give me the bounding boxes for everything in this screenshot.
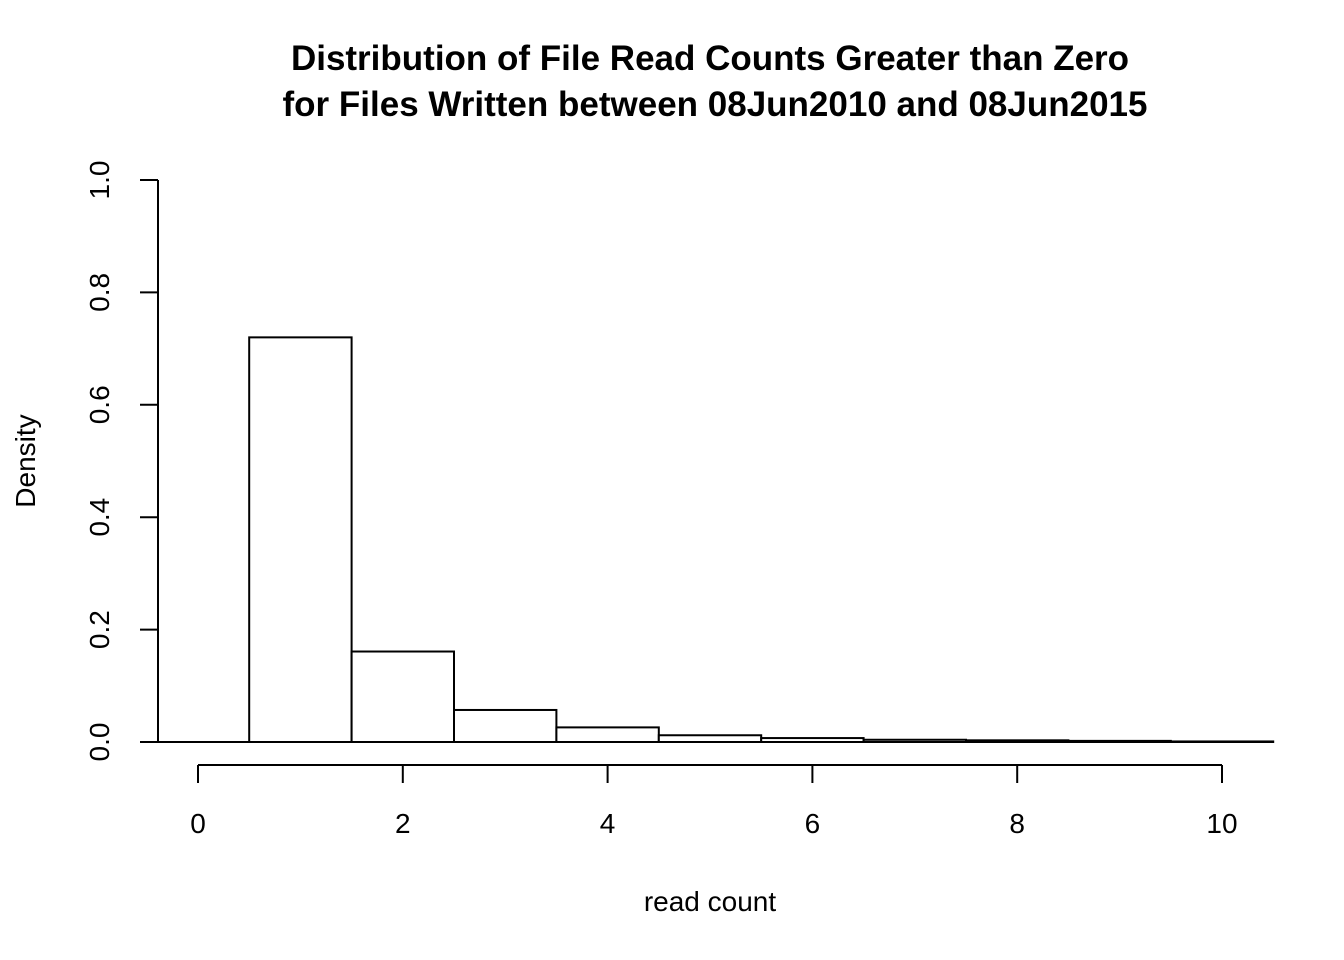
x-tick-label: 8 [1009,808,1025,839]
y-axis-label: Density [10,414,41,507]
y-tick-label: 1.0 [84,161,115,200]
x-axis-label: read count [644,886,777,917]
x-axis: 0 2 4 6 8 10 [190,764,1238,839]
y-tick-label: 0.6 [84,385,115,424]
x-tick-label: 0 [190,808,206,839]
y-tick-label: 0.0 [84,723,115,762]
bars-group [248,336,1275,744]
chart-title-line-1: Distribution of File Read Counts Greater… [291,39,1129,78]
x-tick-label: 2 [395,808,411,839]
histogram-bar [453,708,558,744]
histogram-bar [350,650,456,744]
y-tick-label: 0.8 [84,273,115,312]
y-tick-label: 0.2 [84,610,115,649]
x-tick-label: 10 [1206,808,1237,839]
x-tick-label: 6 [805,808,821,839]
y-axis: 0.0 0.2 0.4 0.6 0.8 1.0 [84,161,159,762]
y-tick-label: 0.4 [84,498,115,537]
histogram-bar [248,336,353,743]
chart-title-line-2: for Files Written between 08Jun2010 and … [283,85,1148,124]
histogram-bar [555,726,660,743]
x-tick-label: 4 [600,808,616,839]
histogram-bar [657,734,763,743]
